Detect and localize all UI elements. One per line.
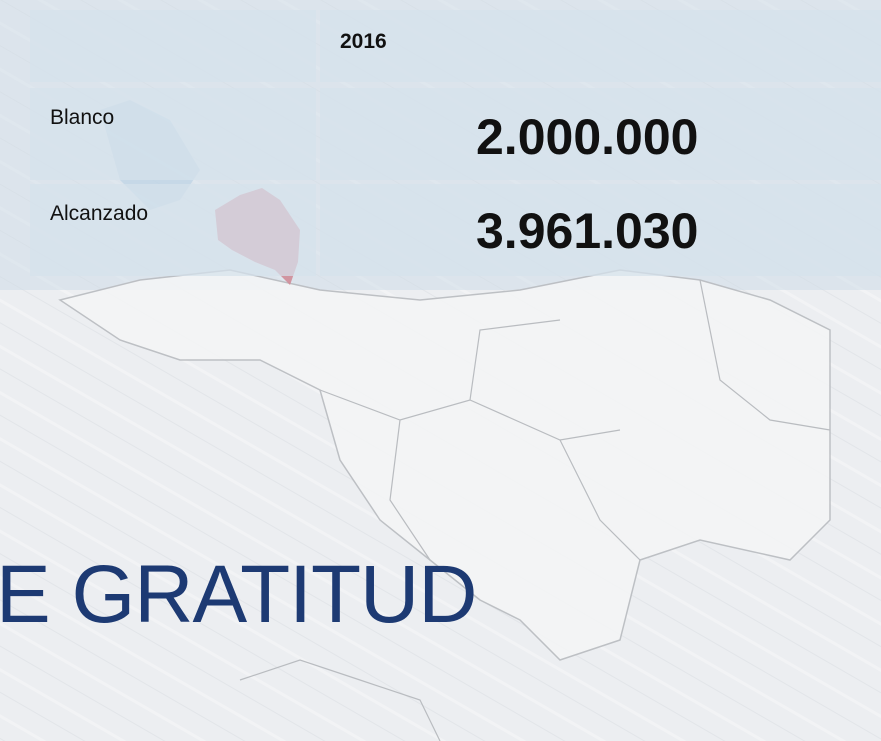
row-label: Blanco bbox=[50, 106, 115, 129]
table-cell bbox=[320, 184, 881, 276]
closing-heading: E GRATITUD bbox=[0, 549, 477, 640]
table-header-year: 2016 bbox=[340, 30, 387, 53]
table-cell bbox=[30, 88, 316, 180]
row-value: 3.961.030 bbox=[476, 203, 699, 259]
table-header-cell bbox=[320, 10, 881, 82]
table-cell bbox=[320, 88, 881, 180]
row-label: Alcanzado bbox=[50, 202, 149, 225]
table-header-empty-cell bbox=[30, 10, 316, 82]
table-cell bbox=[30, 184, 316, 276]
row-value: 2.000.000 bbox=[476, 109, 699, 165]
